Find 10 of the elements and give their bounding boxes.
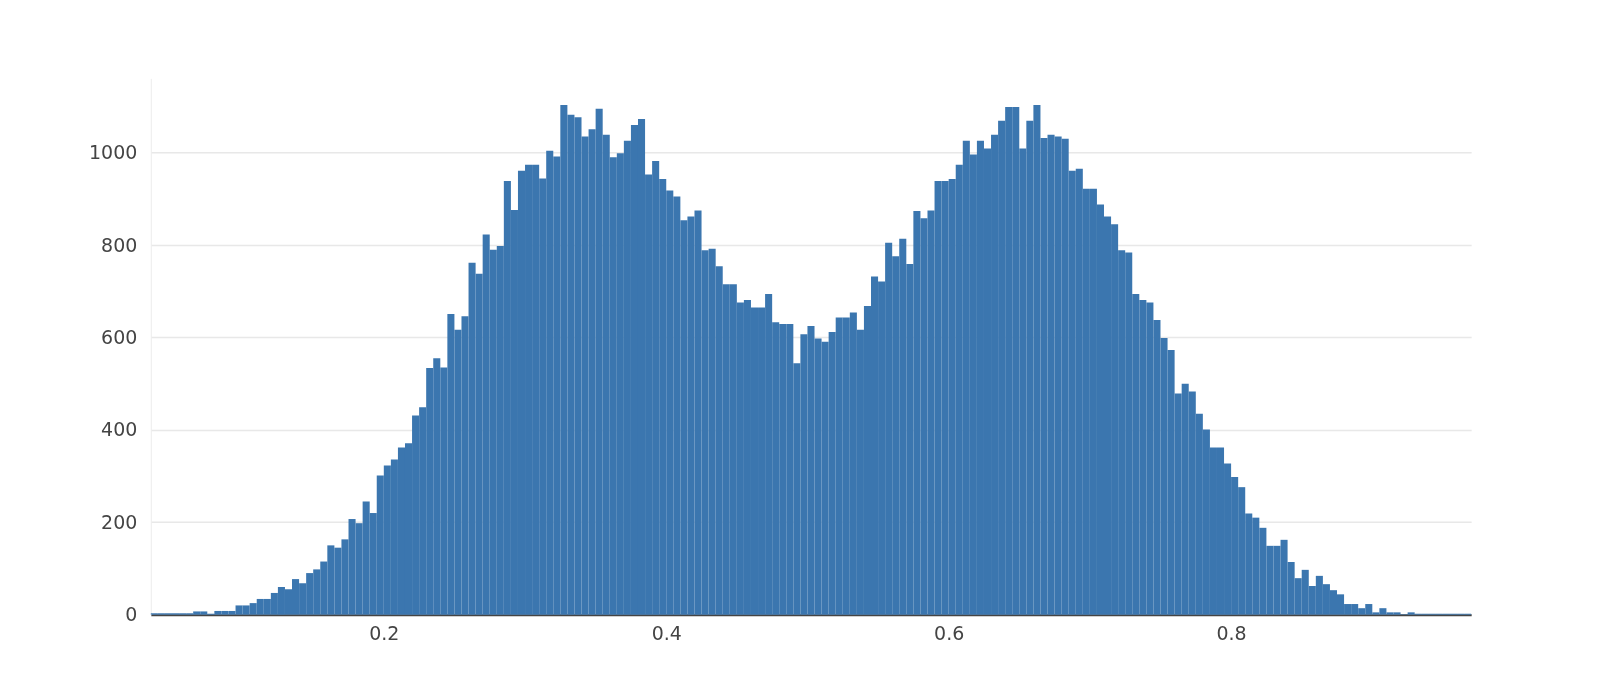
y-tick-label: 0 — [125, 603, 138, 626]
y-tick-label: 600 — [101, 325, 138, 348]
x-tick-label: 0.2 — [369, 622, 400, 645]
x-tick-label: 0.4 — [651, 622, 682, 645]
x-tick-label: 0.8 — [1216, 622, 1247, 645]
y-tick-label: 400 — [101, 418, 138, 441]
y-tick-label: 1000 — [89, 141, 138, 164]
y-tick-label: 800 — [101, 233, 138, 256]
y-tick-label: 200 — [101, 510, 138, 533]
x-tick-label: 0.6 — [934, 622, 965, 645]
